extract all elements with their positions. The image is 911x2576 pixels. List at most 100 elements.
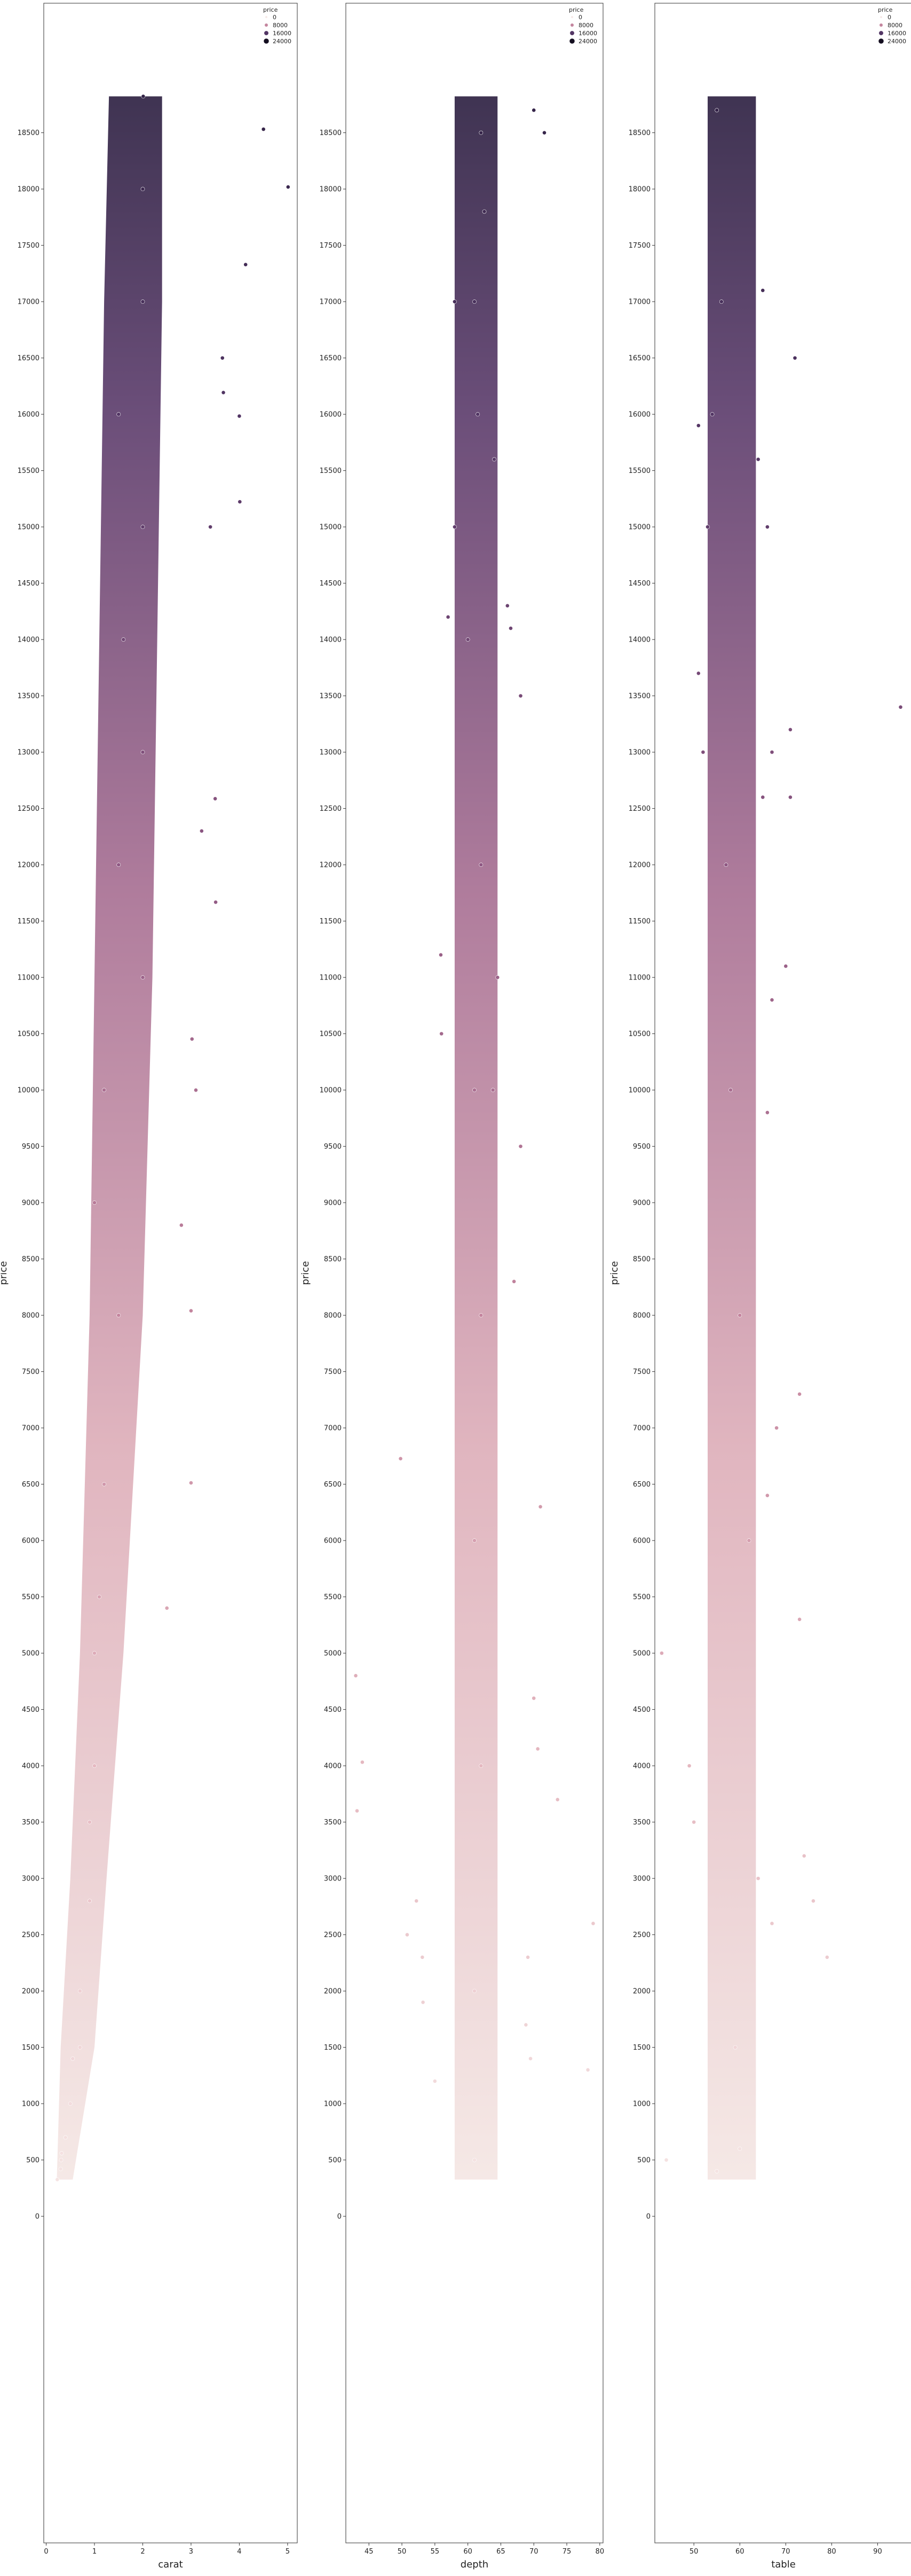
data-point [479, 1764, 484, 1768]
y-tick-label: 9000 [633, 1199, 651, 1207]
x-tick-label: 2 [140, 2548, 145, 2556]
y-tick-label: 17000 [18, 298, 39, 306]
y-tick-label: 10500 [629, 1030, 651, 1038]
y-tick-label: 7500 [22, 1368, 39, 1376]
data-point [472, 1989, 477, 1994]
y-tick-label: 4000 [22, 1763, 39, 1771]
y-tick-label: 8000 [633, 1312, 651, 1320]
y-tick-label: 6000 [633, 1537, 651, 1545]
data-point [453, 525, 457, 530]
plot-frame [654, 3, 911, 2543]
y-tick-label: 2500 [633, 1931, 651, 1939]
data-point [472, 1538, 477, 1543]
y-tick-label: 6500 [22, 1481, 39, 1489]
data-point [687, 1764, 692, 1768]
data-point [355, 1808, 359, 1813]
point-cloud [660, 96, 903, 2180]
data-point [140, 187, 145, 192]
legend-entry: 8000 [579, 22, 593, 29]
data-point [421, 2000, 425, 2005]
y-tick-label: 1000 [324, 2100, 342, 2108]
data-point [724, 863, 728, 867]
data-point [164, 1606, 169, 1610]
y-tick-label: 9000 [22, 1199, 39, 1207]
x-tick-label: 50 [690, 2548, 699, 2556]
y-tick-label: 1000 [22, 2100, 39, 2108]
data-point [495, 975, 500, 980]
data-point [140, 750, 145, 755]
y-tick-label: 18000 [18, 186, 39, 194]
legend-marker [880, 15, 883, 19]
y-axis-label: price [609, 1261, 620, 1285]
legend-marker [263, 38, 270, 44]
data-point [756, 1876, 761, 1881]
data-point [719, 299, 724, 304]
y-tick-label: 9500 [633, 1143, 651, 1151]
data-point [770, 998, 774, 1002]
data-point [68, 2101, 73, 2106]
data-point [189, 1037, 194, 1041]
data-point [518, 693, 523, 698]
y-tick-label: 16500 [320, 354, 342, 362]
data-point [492, 457, 496, 462]
y-tick-label: 2000 [324, 1988, 342, 1996]
y-tick-label: 3500 [633, 1819, 651, 1827]
y-tick-label: 11500 [18, 918, 39, 926]
y-tick-label: 17500 [629, 242, 651, 250]
data-point [490, 1088, 495, 1093]
data-point [140, 975, 145, 980]
y-tick-label: 6000 [324, 1537, 342, 1545]
data-point [542, 130, 546, 135]
y-tick-label: 6500 [324, 1481, 342, 1489]
legend-entry: 24000 [888, 38, 906, 45]
data-point [88, 1820, 92, 1824]
data-point [220, 355, 225, 360]
data-point [92, 1200, 97, 1205]
y-tick-label: 18500 [18, 129, 39, 137]
y-tick-label: 14500 [18, 580, 39, 588]
legend-title: price [878, 6, 893, 13]
data-point [116, 412, 121, 417]
legend-marker [569, 30, 575, 36]
data-point [770, 1921, 774, 1926]
y-tick-label: 14000 [629, 636, 651, 644]
y-tick-label: 15500 [320, 467, 342, 475]
data-point [179, 1223, 184, 1228]
y-tick-label: 2000 [633, 1988, 651, 1996]
data-point [512, 1279, 517, 1284]
y-tick-label: 11000 [320, 974, 342, 982]
data-point [802, 1854, 806, 1858]
y-tick-label: 500 [26, 2156, 39, 2164]
y-tick-label: 7000 [633, 1425, 651, 1433]
y-tick-label: 9500 [324, 1143, 342, 1151]
y-tick-label: 11500 [629, 918, 651, 926]
data-point [770, 750, 774, 755]
y-tick-label: 3000 [22, 1875, 39, 1883]
y-tick-label: 12000 [18, 862, 39, 870]
data-point [141, 94, 146, 99]
legend-marker [569, 38, 575, 44]
y-tick-label: 12000 [629, 862, 651, 870]
x-tick-label: 65 [496, 2548, 505, 2556]
y-tick-label: 5000 [633, 1650, 651, 1658]
x-tick-label: 1 [92, 2548, 97, 2556]
x-tick-label: 70 [781, 2548, 790, 2556]
y-tick-label: 1500 [22, 2044, 39, 2052]
cloud-area [707, 96, 756, 2180]
data-point [213, 796, 218, 801]
data-point [59, 2151, 64, 2155]
data-point [92, 1651, 97, 1656]
y-tick-label: 10500 [320, 1030, 342, 1038]
y-tick-label: 5500 [22, 1593, 39, 1601]
data-point [221, 390, 226, 395]
y-tick-label: 12000 [320, 862, 342, 870]
y-tick-label: 7500 [324, 1368, 342, 1376]
data-point [189, 1481, 193, 1485]
data-point [710, 412, 715, 417]
y-tick-label: 3000 [633, 1875, 651, 1883]
data-point [706, 525, 710, 530]
data-point [538, 1504, 543, 1509]
data-point [591, 1921, 596, 1926]
data-point [738, 1313, 742, 1318]
subplot-carat: 0500100015002000250030003500400045005000… [0, 3, 298, 2570]
